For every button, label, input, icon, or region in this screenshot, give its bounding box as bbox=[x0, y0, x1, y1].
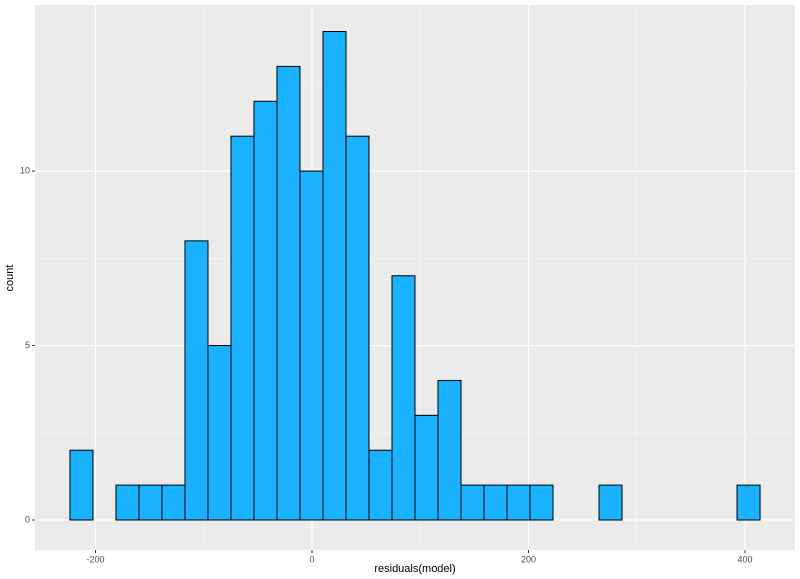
y-tick-label: 5 bbox=[25, 340, 30, 350]
bar bbox=[115, 484, 140, 521]
bar bbox=[736, 484, 761, 521]
x-tick-label: 0 bbox=[309, 554, 314, 564]
bar bbox=[184, 240, 209, 521]
bar bbox=[345, 135, 370, 521]
bar bbox=[483, 484, 508, 521]
bar bbox=[460, 484, 485, 521]
bar bbox=[253, 100, 278, 521]
bar bbox=[506, 484, 531, 521]
bar bbox=[161, 484, 186, 521]
bar bbox=[322, 31, 347, 521]
x-tick-label: -200 bbox=[87, 554, 105, 564]
bar bbox=[276, 65, 301, 521]
y-tick-label: 10 bbox=[20, 165, 30, 175]
bar bbox=[230, 135, 255, 521]
x-tick-label: 200 bbox=[521, 554, 536, 564]
y-axis-title: count bbox=[4, 265, 16, 292]
bar bbox=[69, 449, 94, 521]
bar bbox=[391, 275, 416, 521]
y-tick-label: 0 bbox=[25, 514, 30, 524]
bar bbox=[437, 379, 462, 521]
bar bbox=[207, 345, 232, 521]
bar bbox=[299, 170, 324, 521]
bar bbox=[529, 484, 554, 521]
x-axis-title: residuals(model) bbox=[374, 563, 455, 575]
bar bbox=[138, 484, 163, 521]
bar bbox=[598, 484, 623, 521]
bar bbox=[368, 449, 393, 521]
bar bbox=[414, 414, 439, 521]
x-tick-label: 400 bbox=[737, 554, 752, 564]
